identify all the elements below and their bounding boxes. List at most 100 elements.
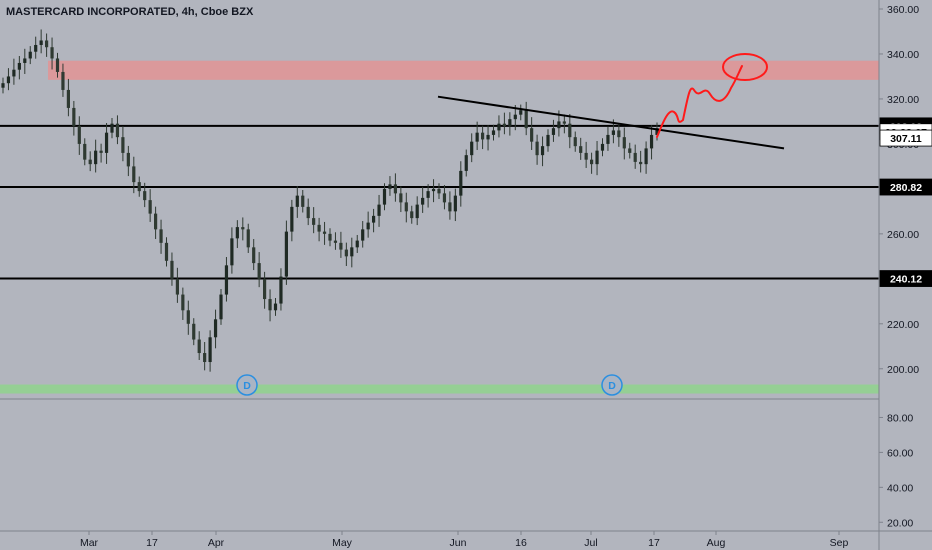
target-circle — [722, 53, 768, 81]
y-tick-label: 80.00 — [887, 412, 913, 424]
y-tick-label: 20.00 — [887, 517, 913, 529]
candle-body — [426, 191, 430, 198]
price-tag: 307.11 — [879, 129, 932, 147]
candle-body — [590, 159, 594, 165]
candle-body — [649, 134, 654, 149]
candle-body — [12, 69, 16, 77]
candle-body — [459, 170, 463, 196]
candle-body — [137, 182, 141, 192]
candle-body — [388, 184, 392, 189]
resistance-zone — [48, 60, 879, 80]
candle-body — [235, 227, 239, 239]
candle-body — [584, 152, 588, 160]
candle-body — [486, 134, 490, 140]
candle-body — [186, 310, 190, 324]
candle-body — [77, 125, 81, 144]
candle-body — [45, 40, 49, 48]
candle-body — [617, 130, 621, 138]
candle-body — [197, 339, 201, 354]
candle-body — [410, 211, 414, 219]
candle-body — [322, 231, 327, 234]
candle-body — [72, 107, 76, 126]
candle-body — [372, 215, 376, 223]
x-tick-label: Jun — [450, 537, 467, 549]
y-tick-label: 260.00 — [887, 229, 919, 241]
candle-body — [50, 47, 54, 59]
price-tag-label: 240.12 — [890, 274, 922, 286]
projection-layer — [656, 53, 768, 138]
candle-body — [600, 143, 605, 151]
x-tick-label: May — [332, 537, 353, 549]
candle-body — [99, 150, 103, 153]
candle-body — [606, 134, 610, 144]
candle-body — [491, 130, 496, 135]
candle-body — [126, 152, 130, 167]
candle-body — [628, 148, 632, 153]
candle-body — [104, 132, 109, 153]
dividend-marker: D — [601, 374, 623, 396]
candle-body — [502, 123, 506, 126]
candle-body — [279, 276, 283, 304]
candle-body — [655, 128, 659, 135]
candle-body — [23, 58, 27, 63]
candle-body — [148, 200, 152, 214]
price-tag-label: 307.11 — [890, 133, 922, 145]
candle-body — [257, 263, 261, 279]
candle-body — [83, 143, 87, 160]
price-tag-box — [879, 270, 932, 287]
candle-body — [252, 247, 256, 264]
candle-body — [448, 202, 452, 212]
candle-body — [6, 76, 11, 84]
candle-body — [573, 137, 577, 147]
candle-body — [562, 121, 566, 124]
candle-body — [382, 188, 387, 205]
candle-body — [115, 123, 120, 138]
candle-body — [344, 249, 348, 257]
candle-body — [301, 195, 305, 207]
x-tick-label: Jul — [584, 537, 597, 549]
projection-path — [656, 65, 743, 138]
candle-body — [595, 150, 599, 165]
candle-body — [540, 146, 545, 156]
candle-body — [470, 141, 474, 156]
trendline-layer — [437, 95, 785, 150]
candle-body — [55, 58, 60, 72]
dividend-marker-circle — [601, 374, 623, 396]
candle-body — [88, 159, 92, 165]
candle-body — [644, 148, 648, 165]
candle-body — [181, 294, 185, 311]
candle-body — [519, 110, 523, 115]
dividend-marker-label: D — [608, 380, 616, 392]
candle-body — [203, 353, 207, 363]
candle-body — [66, 89, 70, 108]
candle-body — [431, 188, 436, 192]
candle-body — [219, 294, 223, 320]
candle-body — [355, 240, 359, 248]
y-tick-label: 60.00 — [887, 447, 913, 459]
candle-body — [333, 240, 338, 243]
candle-body — [284, 231, 288, 277]
candle-body — [306, 206, 310, 219]
x-tick-label: Mar — [80, 537, 99, 549]
candle-body — [546, 134, 550, 147]
candle-body — [17, 62, 21, 70]
candle-body — [530, 128, 534, 142]
candle-body — [132, 166, 136, 183]
candle-body — [404, 202, 408, 212]
candle-body — [415, 204, 419, 219]
candle-body — [535, 141, 539, 156]
candle-body — [508, 119, 512, 126]
candle-body — [633, 152, 637, 162]
candle-body — [164, 242, 169, 261]
candle-body — [350, 247, 354, 257]
price-tag: 280.82 — [879, 178, 932, 196]
y-tick-label: 360.00 — [887, 4, 919, 16]
candle-body — [246, 229, 250, 248]
candle-body — [622, 137, 626, 149]
candle-body — [61, 71, 65, 90]
price-tag: 240.12 — [879, 270, 932, 287]
